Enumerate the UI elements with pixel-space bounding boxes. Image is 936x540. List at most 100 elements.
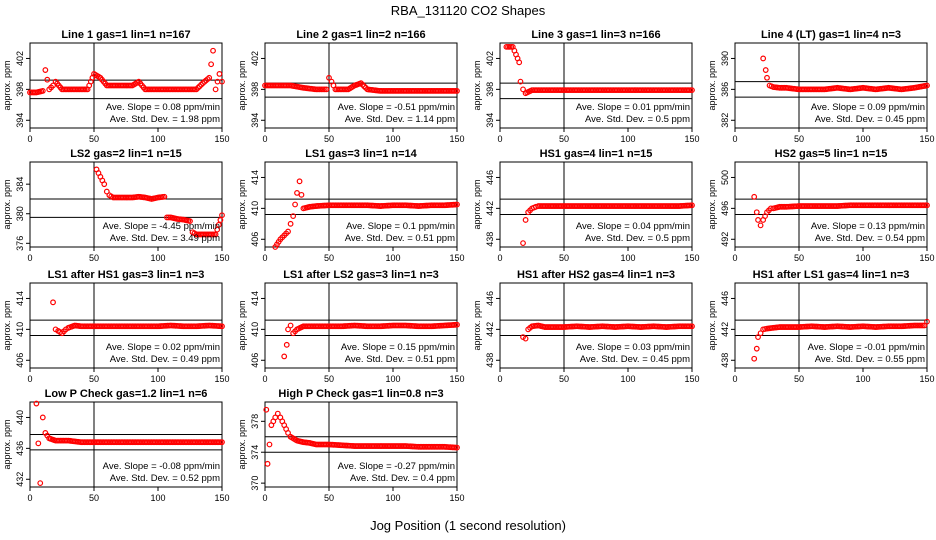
panel-11: HS1 after HS2 gas=4 lin=1 n=3 approx. ppm… (472, 269, 700, 384)
panel-title: Line 3 gas=1 lin=3 n=166 (531, 29, 660, 41)
slope-annotation: Ave. Slope = 0.02 ppm/min (106, 342, 220, 353)
slope-annotation: Ave. Slope = 0.15 ppm/min (341, 342, 455, 353)
data-point (921, 322, 928, 329)
x-tick-label: 50 (324, 253, 334, 263)
data-point (294, 190, 300, 196)
y-axis-label: approx. ppm (2, 419, 12, 469)
panel-9: LS1 after HS1 gas=3 lin=1 n=3 approx. ppm… (2, 269, 230, 384)
x-tick-label: 50 (794, 134, 804, 144)
data-point (50, 299, 56, 306)
data-point (454, 444, 460, 451)
y-tick-label: 440 (15, 410, 25, 425)
data-point (298, 191, 305, 198)
panel-title: Line 2 gas=1 lin=2 n=166 (296, 29, 425, 41)
x-tick-label: 0 (262, 374, 267, 384)
x-tick-label: 50 (324, 134, 334, 144)
y-axis-label: approx. ppm (707, 60, 717, 110)
data-point (924, 202, 930, 209)
y-tick-label: 436 (15, 441, 25, 456)
data-point (285, 228, 291, 235)
x-tick-label: 100 (620, 134, 635, 144)
y-tick-label: 406 (250, 232, 260, 247)
data-point (285, 326, 291, 333)
x-tick-label: 100 (620, 253, 635, 263)
x-tick-label: 100 (150, 134, 165, 144)
y-axis-label: approx. ppm (237, 300, 247, 350)
y-tick-label: 390 (720, 51, 730, 66)
data-point (206, 74, 213, 81)
data-point (101, 181, 108, 188)
x-tick-label: 100 (385, 253, 400, 263)
data-point (287, 322, 294, 329)
slope-annotation: Ave. Slope = -0.27 ppm/min (338, 461, 455, 472)
y-axis-label: approx. ppm (472, 60, 482, 110)
x-tick-label: 0 (27, 493, 32, 503)
slope-annotation: Ave. Slope = 0.01 ppm/min (576, 102, 690, 113)
data-point (263, 406, 270, 413)
std-annotation: Ave. Std. Dev. = 0.4 ppm (350, 473, 455, 484)
y-tick-label: 402 (250, 51, 260, 66)
data-point (751, 193, 758, 200)
y-tick-label: 442 (485, 201, 495, 216)
x-tick-label: 100 (150, 374, 165, 384)
y-tick-label: 414 (15, 291, 25, 306)
x-tick-label: 0 (27, 374, 32, 384)
data-point (165, 214, 172, 221)
data-point (454, 201, 460, 208)
data-point (762, 67, 769, 73)
y-tick-label: 432 (15, 472, 25, 487)
data-point (753, 345, 760, 352)
x-tick-label: 0 (732, 374, 737, 384)
y-tick-label: 398 (485, 82, 495, 97)
x-tick-label: 100 (385, 134, 400, 144)
y-tick-label: 394 (485, 113, 495, 128)
y-tick-label: 406 (15, 353, 25, 368)
std-annotation: Ave. Std. Dev. = 0.54 ppm (815, 233, 925, 244)
x-tick-label: 0 (732, 134, 737, 144)
panel-title: Line 4 (LT) gas=1 lin=4 n=3 (761, 29, 901, 41)
data-point (39, 414, 46, 421)
data-point (212, 231, 219, 238)
x-tick-label: 50 (89, 493, 99, 503)
plot-frame (499, 42, 693, 129)
panel-title: Low P Check gas=1.2 lin=1 n=6 (45, 388, 208, 400)
std-annotation: Ave. Std. Dev. = 1.98 ppm (110, 114, 220, 125)
x-tick-label: 150 (214, 493, 229, 503)
x-tick-label: 0 (497, 134, 502, 144)
std-annotation: Ave. Std. Dev. = 0.51 ppm (345, 233, 455, 244)
y-tick-label: 410 (250, 322, 260, 337)
y-axis-label: approx. ppm (237, 179, 247, 229)
panel-title: LS1 after LS2 gas=3 lin=1 n=3 (283, 269, 439, 281)
plot-frame (29, 161, 223, 248)
slope-annotation: Ave. Slope = -4.45 ppm/min (103, 221, 220, 232)
x-tick-label: 100 (855, 134, 870, 144)
figure-title: RBA_131120 CO2 Shapes (390, 3, 546, 18)
data-point (924, 318, 930, 325)
std-annotation: Ave. Std. Dev. = 3.49 ppm (110, 233, 220, 244)
panel-title: LS2 gas=2 lin=1 n=15 (70, 148, 182, 160)
data-point (216, 71, 223, 77)
y-tick-label: 410 (15, 322, 25, 337)
y-tick-label: 438 (485, 353, 495, 368)
panel-title: HS1 after LS1 gas=4 lin=1 n=3 (753, 269, 910, 281)
x-tick-label: 0 (27, 253, 32, 263)
y-tick-label: 398 (250, 82, 260, 97)
panel-title: High P Check gas=1 lin=0.8 n=3 (278, 388, 443, 400)
std-annotation: Ave. Std. Dev. = 0.45 ppm (580, 354, 690, 365)
x-tick-label: 100 (620, 374, 635, 384)
x-tick-label: 50 (324, 493, 334, 503)
panel-title: Line 1 gas=1 lin=1 n=167 (61, 29, 190, 41)
y-tick-label: 442 (485, 322, 495, 337)
data-point (292, 201, 298, 208)
y-tick-label: 414 (250, 170, 260, 185)
y-tick-label: 374 (250, 445, 260, 460)
data-point (755, 334, 761, 340)
data-point (290, 213, 297, 219)
x-tick-label: 150 (919, 134, 934, 144)
y-axis-label: approx. ppm (472, 179, 482, 229)
plot-frame (264, 401, 458, 488)
data-point (214, 226, 221, 233)
y-tick-label: 414 (250, 291, 260, 306)
data-point (751, 355, 758, 362)
data-point (164, 214, 170, 221)
